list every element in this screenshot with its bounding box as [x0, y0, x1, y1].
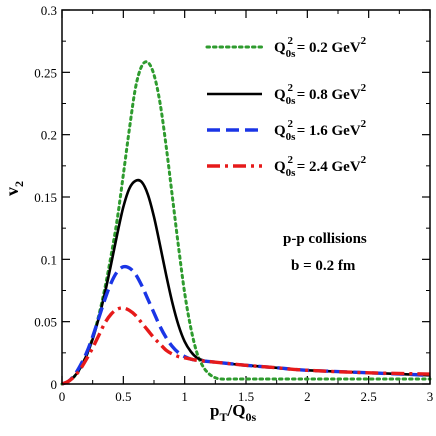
x-tick-labels: 0 0.5 1 1.5 2 2.5 3: [59, 389, 434, 404]
legend-label-part: = 0.8 GeV: [293, 87, 361, 103]
legend-label-part: 0s: [286, 95, 297, 107]
legend-label-part: 2: [361, 82, 367, 94]
x-tick-label: 2.5: [361, 389, 377, 404]
y-tick-label: 0: [51, 377, 58, 392]
y-axis-title-sub: 2: [12, 181, 26, 187]
legend-label-2: Q0s2 = 0.8 GeV2: [274, 82, 367, 107]
annotation-impact-parameter: b = 0.2 fm: [291, 258, 356, 274]
series-line-3: [61, 264, 431, 386]
legend-label-part: Q: [274, 159, 286, 175]
legend-label-3: Q0s2 = 1.6 GeV2: [274, 118, 367, 143]
legend-label-part: = 2.4 GeV: [293, 159, 361, 175]
legend-label-part: 2: [361, 118, 367, 130]
x-tick-label: 3: [427, 389, 434, 404]
legend-label-part: 2: [287, 118, 293, 130]
x-tick-label: 1.5: [238, 389, 254, 404]
legend-label-part: 0s: [286, 48, 297, 60]
legend-label-4: Q0s2 = 2.4 GeV2: [274, 154, 367, 179]
plot-frame: [61, 9, 431, 385]
legend-label-part: = 1.6 GeV: [293, 123, 361, 139]
legend-label-1: Q0s2 = 0.2 GeV2: [274, 35, 367, 60]
x-axis-title-p: p: [210, 401, 219, 420]
x-axis-title-sub-t: T: [219, 410, 227, 424]
series-layer: [60, 60, 432, 386]
legend-label-part: 0s: [286, 167, 297, 179]
y-tick-label: 0.05: [34, 315, 57, 330]
x-tick-label: 2: [304, 389, 311, 404]
series-line-1: [60, 60, 432, 386]
y-tick-labels: 0 0.05 0.1 0.15 0.2 0.25 0.3: [34, 3, 57, 392]
x-axis-title-q: /Q: [226, 401, 245, 420]
legend-label-part: 2: [361, 154, 367, 166]
y-tick-label: 0.15: [34, 190, 57, 205]
y-tick-label: 0.3: [41, 3, 57, 18]
x-axis-title: pT/Q0s: [210, 401, 256, 424]
series-line-4: [61, 306, 431, 386]
y-axis-title-v: v: [2, 187, 22, 196]
y-tick-label: 0.2: [41, 128, 57, 143]
series-line-2: [61, 178, 431, 386]
legend-label-part: 2: [287, 154, 293, 166]
y-tick-label: 0.25: [34, 65, 57, 80]
legend-label-part: 2: [361, 35, 367, 47]
x-tick-label: 1: [181, 389, 188, 404]
y-axis-title: v2: [2, 181, 26, 196]
axis-ticks: [61, 9, 431, 385]
legend-label-part: 0s: [286, 131, 297, 143]
legend-label-part: Q: [274, 87, 286, 103]
x-tick-label: 0.5: [115, 389, 131, 404]
legend-label-part: 2: [287, 35, 293, 47]
annotation-collisions: p-p collisions: [283, 231, 367, 247]
x-tick-label: 0: [59, 389, 66, 404]
legend-label-part: Q: [274, 40, 286, 56]
legend-label-part: Q: [274, 123, 286, 139]
x-axis-title-sub-0s: 0s: [245, 410, 256, 424]
legend-label-part: 2: [287, 82, 293, 94]
legend-label-part: = 0.2 GeV: [293, 40, 361, 56]
y-tick-label: 0.1: [41, 252, 57, 267]
